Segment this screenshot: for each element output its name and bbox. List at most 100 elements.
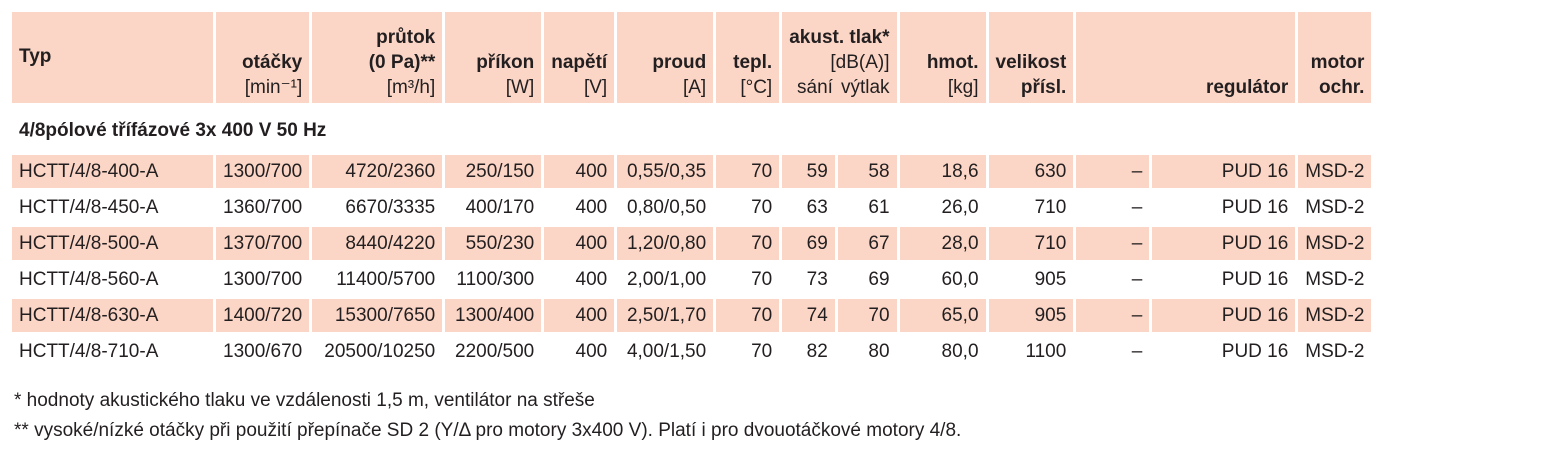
data-cell: MSD-2 xyxy=(1298,227,1372,260)
data-cell: 1370/700 xyxy=(216,227,310,260)
header-title: přísl. xyxy=(1020,77,1067,98)
data-cell: 905 xyxy=(988,299,1074,332)
header-title: příkon xyxy=(476,52,535,73)
header-cell: motor ochr. xyxy=(1298,12,1372,103)
header-unit: [min⁻¹] xyxy=(244,77,303,98)
data-cell: 6670/3335 xyxy=(345,196,436,218)
data-cell: 2200/500 xyxy=(455,340,535,362)
header-title: ochr. xyxy=(1319,77,1365,98)
header-title: akust. tlak* xyxy=(789,27,890,48)
data-cell: MSD-2 xyxy=(1298,155,1372,188)
header-title: motor xyxy=(1310,52,1365,73)
data-cell: 70 xyxy=(751,268,773,290)
section-row: 4/8pólové třífázové 3x 400 V 50 Hz xyxy=(12,106,1371,152)
data-cell: 0,80/0,50 xyxy=(626,196,707,218)
data-cell: 1360/700 xyxy=(223,196,303,218)
data-cell: 65,0 xyxy=(899,299,986,332)
data-cell: 11400/5700 xyxy=(336,268,436,290)
data-cell: 67 xyxy=(837,227,897,260)
data-cell: 250/150 xyxy=(445,155,542,188)
data-cell: 28,0 xyxy=(899,227,986,260)
data-cell: 1100/300 xyxy=(456,268,535,290)
data-cell: 4,00/1,50 xyxy=(626,340,707,362)
header-title: proud xyxy=(652,52,707,73)
data-row: HCTT/4/8-560-A 1300/700 11400/5700 1100/300… xyxy=(12,263,1371,296)
data-cell: 400 xyxy=(544,155,615,188)
header-unit: [°C] xyxy=(740,77,773,98)
data-cell: 1100 xyxy=(1025,340,1067,362)
data-cell: PUD 16 xyxy=(1221,268,1289,290)
data-cell: – xyxy=(1076,227,1150,260)
data-cell: 59 xyxy=(782,155,835,188)
data-cell: PUD 16 xyxy=(1152,155,1296,188)
data-cell: 1300/670 xyxy=(223,340,303,362)
data-cell: PUD 16 xyxy=(1221,196,1289,218)
footnote: * hodnoty akustického tlaku ve vzdálenos… xyxy=(14,390,595,411)
data-cell: PUD 16 xyxy=(1221,340,1289,362)
data-cell: 905 xyxy=(1034,268,1067,290)
section-title: 4/8pólové třífázové 3x 400 V 50 Hz xyxy=(19,120,327,141)
data-cell: 1400/720 xyxy=(216,299,310,332)
header-title: velikost xyxy=(995,52,1067,73)
data-row: HCTT/4/8-630-A 1400/720 15300/7650 1300/400… xyxy=(12,299,1372,332)
header-title: regulátor xyxy=(1205,77,1289,98)
data-cell: 61 xyxy=(868,196,890,218)
header-cell: tepl. [°C] xyxy=(716,12,780,103)
header-unit: [V] xyxy=(583,77,608,98)
data-cell: 60,0 xyxy=(941,268,979,290)
data-cell: 4720/2360 xyxy=(312,155,443,188)
data-cell: HCTT/4/8-710-A xyxy=(19,340,159,362)
header-row: Typ otáčky [min⁻¹] průtok (0 Pa)** [m³/h] přík… xyxy=(12,12,1372,103)
header-unit: [W] xyxy=(505,77,535,98)
data-cell: HCTT/4/8-500-A xyxy=(12,227,213,260)
data-cell: 73 xyxy=(806,268,828,290)
header-unit: [kg] xyxy=(947,77,979,98)
data-cell: MSD-2 xyxy=(1305,340,1365,362)
data-cell: – xyxy=(1076,299,1150,332)
data-cell: HCTT/4/8-400-A xyxy=(12,155,213,188)
data-cell: PUD 16 xyxy=(1152,227,1296,260)
header-cell: regulátor xyxy=(1076,12,1296,103)
footnotes: * hodnoty akustického tlaku ve vzdálenos… xyxy=(14,386,961,446)
header-cell: napětí [V] xyxy=(544,12,615,103)
data-cell: 710 xyxy=(988,227,1074,260)
data-cell: PUD 16 xyxy=(1152,299,1296,332)
header-cell: průtok (0 Pa)** [m³/h] xyxy=(312,12,443,103)
header-cell: příkon [W] xyxy=(445,12,542,103)
data-cell: – xyxy=(1131,196,1143,218)
product-table: Typ otáčky [min⁻¹] průtok (0 Pa)** [m³/h] přík… xyxy=(9,9,1374,371)
data-cell: 70 xyxy=(716,299,780,332)
data-cell: 400 xyxy=(575,340,608,362)
data-cell: 1300/700 xyxy=(216,155,310,188)
header-cell: otáčky [min⁻¹] xyxy=(216,12,310,103)
data-cell: 630 xyxy=(988,155,1074,188)
data-cell: 400 xyxy=(544,227,615,260)
header-cell: Typ xyxy=(12,12,213,103)
header-cell: proud [A] xyxy=(617,12,714,103)
data-cell: 400 xyxy=(575,196,608,218)
data-cell: HCTT/4/8-450-A xyxy=(19,196,159,218)
data-cell: 1300/400 xyxy=(445,299,542,332)
header-cell: hmot. [kg] xyxy=(899,12,986,103)
data-cell: 0,55/0,35 xyxy=(617,155,714,188)
header-cell: akust. tlak* [dB(A)] sání výtlak xyxy=(782,12,897,103)
data-cell: 26,0 xyxy=(941,196,979,218)
header-subcolumns: sání výtlak xyxy=(789,75,890,100)
data-cell: 710 xyxy=(1034,196,1067,218)
header-unit: [dB(A)] xyxy=(830,52,890,73)
data-cell: 70 xyxy=(751,340,773,362)
data-cell: 58 xyxy=(837,155,897,188)
header-title: (0 Pa)** xyxy=(368,52,436,73)
data-cell: 80,0 xyxy=(941,340,979,362)
data-cell: 80 xyxy=(868,340,890,362)
data-cell: 2,00/1,00 xyxy=(626,268,707,290)
header-subcolumn: sání xyxy=(797,77,833,98)
data-cell: 20500/10250 xyxy=(324,340,436,362)
data-cell: MSD-2 xyxy=(1305,268,1365,290)
data-cell: 69 xyxy=(868,268,890,290)
header-title: hmot. xyxy=(926,52,979,73)
data-cell: 1,20/0,80 xyxy=(617,227,714,260)
data-cell: 18,6 xyxy=(899,155,986,188)
data-cell: 70 xyxy=(716,155,780,188)
data-cell: 400 xyxy=(544,299,615,332)
